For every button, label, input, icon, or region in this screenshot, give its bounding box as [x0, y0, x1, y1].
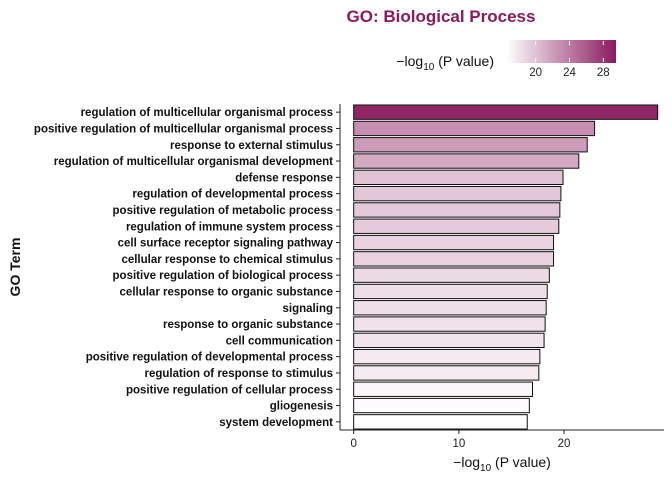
- bar: [353, 397, 530, 414]
- x-tick-label: 0: [350, 438, 356, 450]
- category-label: gliogenesis: [270, 401, 333, 413]
- bar: [353, 153, 580, 169]
- category-label: regulation of developmental process: [132, 189, 333, 201]
- bar: [353, 218, 560, 234]
- y-axis-label: GO Term: [7, 238, 23, 297]
- category-labels: regulation of multicellular organismal p…: [34, 107, 340, 429]
- category-label: cell communication: [226, 335, 333, 347]
- category-label: regulation of multicellular organismal d…: [54, 156, 333, 168]
- category-label: regulation of response to stimulus: [145, 368, 334, 380]
- bar: [353, 365, 540, 381]
- bar: [353, 332, 545, 349]
- category-label: cellular response to organic substance: [120, 286, 333, 298]
- bar: [353, 104, 659, 120]
- bars: [353, 104, 659, 430]
- category-label: cell surface receptor signaling pathway: [118, 238, 334, 250]
- category-label: positive regulation of biological proces…: [113, 270, 333, 282]
- legend: −log10 (P value) 20 24 28: [396, 40, 616, 79]
- bar: [353, 267, 550, 283]
- category-label: positive regulation of cellular process: [126, 384, 333, 396]
- bar: [353, 348, 541, 365]
- legend-tick-label: 28: [597, 67, 610, 79]
- legend-tick-label: 24: [563, 67, 576, 79]
- bar: [353, 202, 561, 218]
- x-axis-label: −log10 (P value): [453, 454, 551, 474]
- bar: [353, 120, 596, 137]
- category-label: positive regulation of metabolic process: [113, 205, 333, 217]
- bar: [353, 137, 588, 153]
- bar: [353, 185, 562, 202]
- x-tick-label: 10: [452, 438, 465, 450]
- legend-tick-label: 20: [529, 67, 542, 79]
- bar: [353, 234, 555, 251]
- category-label: defense response: [235, 172, 333, 184]
- legend-title: −log10 (P value): [396, 53, 494, 73]
- category-label: system development: [219, 417, 333, 429]
- bar: [353, 251, 555, 267]
- x-axis-ticks: 0 10 20: [350, 430, 570, 450]
- x-tick-label: 20: [558, 438, 571, 450]
- bar: [353, 283, 548, 300]
- category-label: positive regulation of multicellular org…: [34, 123, 333, 135]
- bar: [353, 381, 534, 397]
- bar: [353, 316, 546, 332]
- category-label: response to organic substance: [163, 319, 333, 331]
- bar: [353, 414, 528, 430]
- legend-colorbar: [506, 40, 616, 63]
- category-label: signaling: [283, 303, 333, 315]
- category-label: regulation of multicellular organismal p…: [81, 107, 333, 119]
- bar: [353, 300, 547, 316]
- category-label: regulation of immune system process: [126, 221, 333, 233]
- bar: [353, 169, 564, 186]
- category-label: positive regulation of developmental pro…: [86, 352, 333, 364]
- chart-title: GO: Biological Process: [347, 7, 536, 26]
- category-label: response to external stimulus: [170, 140, 333, 152]
- category-label: cellular response to chemical stimulus: [121, 254, 333, 266]
